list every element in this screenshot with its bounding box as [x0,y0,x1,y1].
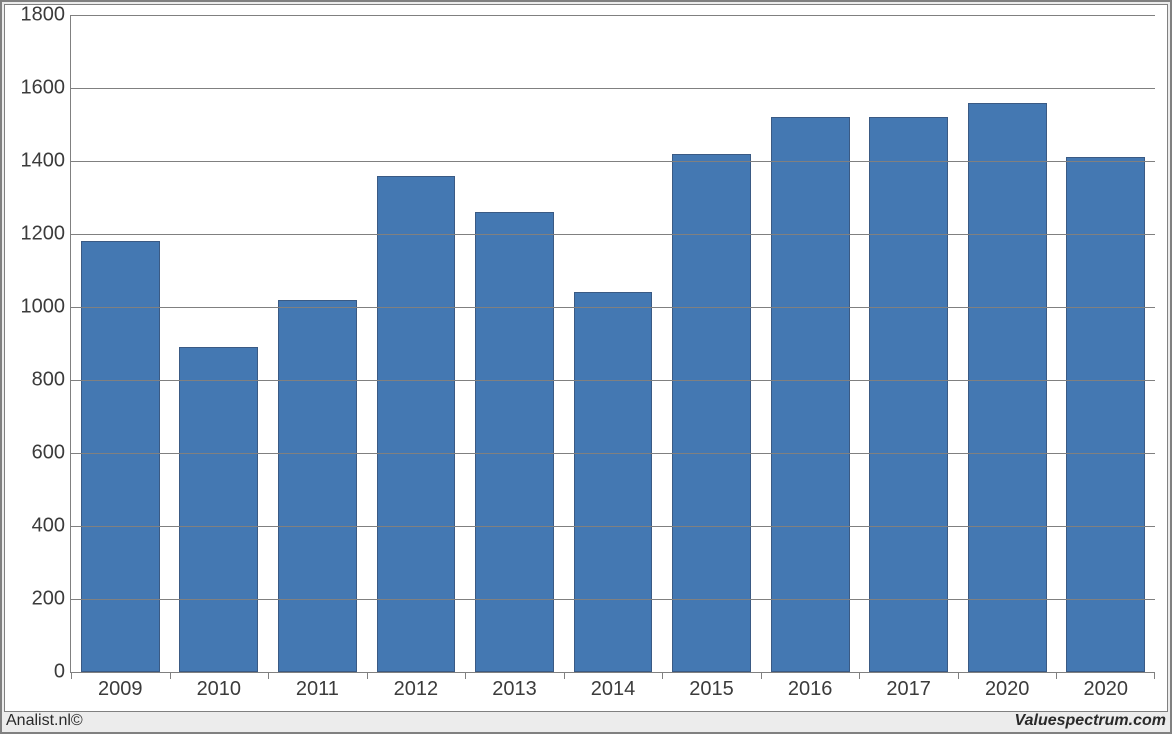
y-axis-label: 200 [32,587,71,610]
bar [81,241,160,672]
gridline [71,526,1155,527]
x-axis-label: 2020 [1056,672,1155,701]
y-axis-label: 400 [32,515,71,538]
gridline [71,88,1155,89]
chart-area: 2009201020112012201320142015201620172020… [4,4,1168,712]
bar-slot: 2012 [367,15,466,672]
bars-group: 2009201020112012201320142015201620172020… [71,15,1155,672]
bar [771,117,850,672]
gridline [71,161,1155,162]
x-axis-label: 2020 [958,672,1057,701]
bar [475,212,554,672]
bar-slot: 2013 [465,15,564,672]
y-axis-label: 1200 [21,223,72,246]
plot-region: 2009201020112012201320142015201620172020… [70,15,1155,673]
y-axis-label: 600 [32,442,71,465]
x-axis-label: 2009 [71,672,170,701]
bar [672,154,751,672]
footer: Analist.nl© Valuespectrum.com [6,710,1166,732]
x-axis-label: 2013 [465,672,564,701]
y-axis-label: 1600 [21,76,72,99]
x-axis-label: 2012 [367,672,466,701]
bar [278,300,357,672]
y-axis-label: 1000 [21,295,72,318]
bar-slot: 2016 [761,15,860,672]
x-axis-label: 2016 [761,672,860,701]
x-axis-label: 2017 [859,672,958,701]
bar-slot: 2020 [958,15,1057,672]
footer-left: Analist.nl© [6,712,83,730]
x-axis-label: 2015 [662,672,761,701]
bar-slot: 2020 [1056,15,1155,672]
bar-slot: 2009 [71,15,170,672]
chart-container: 2009201020112012201320142015201620172020… [0,0,1172,734]
bar [179,347,258,672]
bar-slot: 2017 [859,15,958,672]
gridline [71,234,1155,235]
bar-slot: 2015 [662,15,761,672]
gridline [71,599,1155,600]
gridline [71,15,1155,16]
bar [968,103,1047,672]
y-axis-label: 800 [32,369,71,392]
y-axis-label: 1400 [21,149,72,172]
bar-slot: 2010 [170,15,269,672]
footer-right: Valuespectrum.com [1015,712,1166,730]
x-axis-label: 2010 [170,672,269,701]
bar [377,176,456,672]
x-axis-label: 2014 [564,672,663,701]
gridline [71,307,1155,308]
bar-slot: 2014 [564,15,663,672]
bar [869,117,948,672]
bar-slot: 2011 [268,15,367,672]
x-axis-label: 2011 [268,672,367,701]
bar [574,292,653,672]
y-axis-label: 0 [54,661,71,684]
gridline [71,380,1155,381]
gridline [71,453,1155,454]
y-axis-label: 1800 [21,4,72,27]
